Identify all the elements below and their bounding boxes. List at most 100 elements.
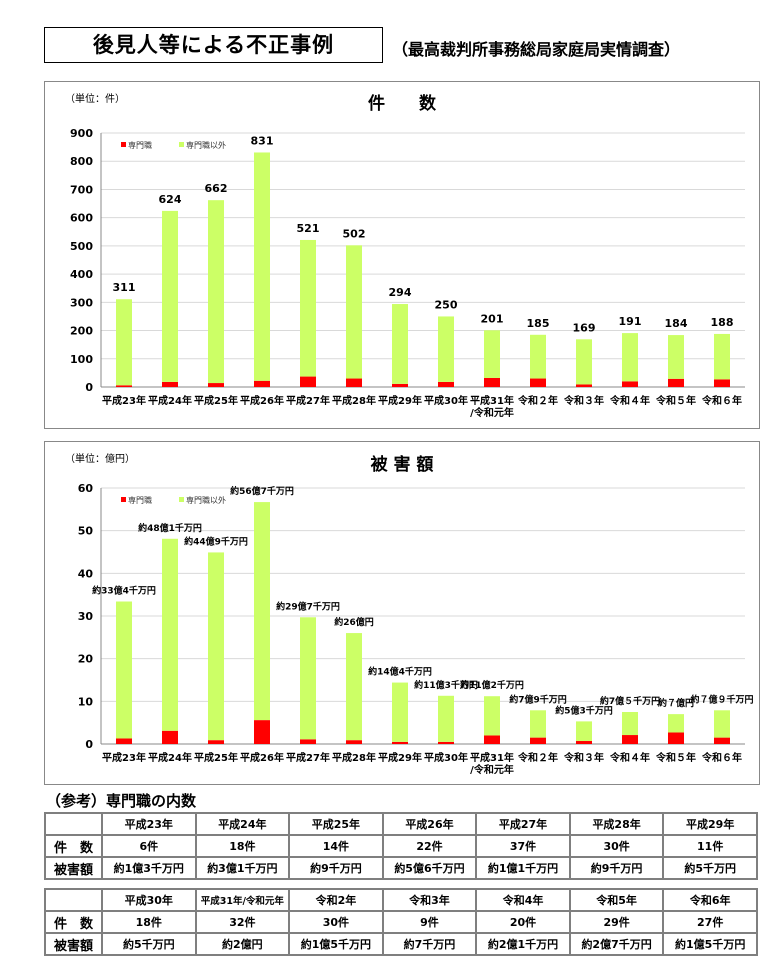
bar-professional: [622, 735, 638, 744]
x-tick-label: 令和３年: [563, 394, 604, 407]
table-cell: 令和6年: [662, 888, 758, 912]
table-cell: 平成24年: [194, 812, 291, 836]
legend-label: 専門職以外: [186, 140, 226, 150]
x-tick-label: 平成23年: [102, 751, 146, 764]
data-label: 521: [297, 222, 320, 235]
table-cell: 約2億7千万円: [568, 932, 665, 956]
row-header: 被害額: [44, 856, 103, 880]
data-label: 約48億1千万円: [138, 522, 202, 534]
y-tick-label: 400: [70, 268, 93, 281]
bar-professional: [162, 381, 178, 387]
y-tick-label: 0: [85, 738, 93, 751]
bar-professional: [116, 385, 132, 387]
data-label: 約７億９千万円: [690, 693, 753, 705]
bar-non-professional: [116, 601, 132, 739]
y-tick-label: 200: [70, 325, 93, 338]
table-cell: 令和2年: [288, 888, 384, 912]
x-tick-label: 令和２年: [517, 394, 558, 407]
x-tick-label: 平成31年: [470, 394, 514, 407]
table-cell: 平成25年: [288, 812, 384, 836]
x-tick-label: 令和６年: [701, 394, 742, 407]
source-note: （最高裁判所事務総局家庭局実情調査）: [392, 40, 681, 59]
bar-non-professional: [116, 299, 132, 386]
bar-professional: [438, 381, 454, 387]
bar-non-professional: [576, 339, 592, 385]
table-cell: 約5千万円: [101, 932, 197, 956]
table-cell: 11件: [662, 834, 758, 858]
legend-label: 専門職: [128, 495, 152, 505]
data-label: 831: [251, 134, 274, 147]
legend-swatch: [121, 142, 126, 147]
bar-professional: [254, 380, 270, 387]
unit-label: （単位：件）: [65, 92, 125, 105]
bar-non-professional: [714, 710, 730, 738]
bar-non-professional: [714, 333, 730, 380]
x-tick-label: /令和元年: [470, 406, 514, 419]
y-tick-label: 700: [70, 183, 93, 196]
table-cell: 9件: [381, 910, 478, 934]
reference-table-2: 平成30年 平成31年/令和元年 令和2年 令和3年 令和4年 令和5年 令和6年件 数 18…: [44, 888, 758, 956]
data-label: 約44億9千万円: [184, 535, 248, 547]
table-row: 件 数 18件 32件 30件 9件 20件 29件 27件: [44, 910, 758, 934]
data-label: 294: [389, 286, 412, 299]
bar-professional: [254, 720, 270, 744]
x-tick-label: 平成25年: [194, 751, 238, 764]
bar-non-professional: [300, 617, 316, 740]
table-cell: 32件: [194, 910, 291, 934]
bar-professional: [622, 381, 638, 387]
bar-professional: [484, 377, 500, 387]
table-cell: 約9千万円: [568, 856, 665, 880]
table-cell: 平成28年: [568, 812, 665, 836]
table-cell: 22件: [381, 834, 478, 858]
bar-non-professional: [484, 696, 500, 736]
data-label: 約11億3千万円: [414, 679, 478, 691]
x-tick-label: 令和３年: [563, 751, 604, 764]
x-tick-label: 令和４年: [609, 751, 650, 764]
table-cell: 14件: [288, 834, 384, 858]
table-cell: 27件: [662, 910, 758, 934]
table-cell: 約5億6千万円: [381, 856, 478, 880]
y-tick-label: 50: [78, 525, 94, 538]
count-chart: （単位：件） 件 数 0 100 200 300 400 500 600 700 800 900 311…: [44, 81, 760, 429]
data-label: 188: [711, 316, 734, 329]
table-cell: 平成29年: [662, 812, 758, 836]
table-cell: 平成27年: [475, 812, 571, 836]
bar-non-professional: [162, 210, 178, 382]
unit-label: （単位：億円）: [65, 452, 135, 465]
x-tick-label: /令和元年: [470, 763, 514, 776]
y-tick-label: 60: [78, 482, 94, 495]
chart-title: 被 害 額: [371, 454, 434, 475]
y-tick-label: 40: [78, 567, 94, 580]
legend-swatch: [179, 142, 184, 147]
legend-swatch: [121, 497, 126, 502]
bar-non-professional: [438, 695, 454, 742]
bar-professional: [346, 740, 362, 744]
table-cell: 6件: [101, 834, 197, 858]
data-label: 約7億9千万円: [509, 693, 567, 705]
bar-non-professional: [668, 714, 684, 733]
chart-title: 件 数: [368, 93, 437, 114]
table-cell: 29件: [568, 910, 665, 934]
table-cell: 令和3年: [381, 888, 478, 912]
bar-professional: [530, 378, 546, 387]
x-tick-label: 平成29年: [378, 394, 422, 407]
x-tick-label: 平成27年: [286, 751, 330, 764]
data-label: 約７億円: [658, 697, 694, 709]
page-title: 後見人等による不正事例: [44, 27, 383, 63]
data-label: 502: [343, 227, 366, 240]
bar-non-professional: [668, 335, 684, 379]
y-tick-label: 0: [85, 381, 93, 394]
data-label: 662: [205, 182, 228, 195]
data-label: 約5億3千万円: [555, 704, 613, 716]
bar-professional: [208, 740, 224, 744]
x-tick-label: 平成31年: [470, 751, 514, 764]
bar-non-professional: [346, 633, 362, 741]
table-cell: 約1億1千万円: [475, 856, 571, 880]
y-tick-label: 900: [70, 127, 93, 140]
damage-chart: （単位：億円） 被 害 額 0 10 20 30 40 50 60 約33億4千万円 平成23年 約4…: [44, 441, 760, 785]
table-cell: 約1億3千万円: [101, 856, 197, 880]
row-header: 件 数: [44, 834, 103, 858]
bar-professional: [668, 378, 684, 387]
bar-professional: [392, 741, 408, 744]
x-tick-label: 平成24年: [148, 394, 192, 407]
